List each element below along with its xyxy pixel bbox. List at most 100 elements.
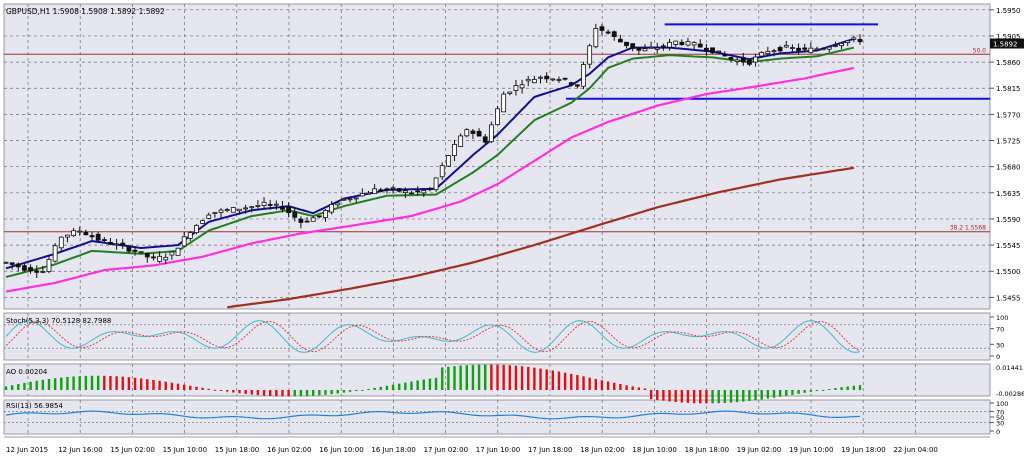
y-tick-label: 1.5455 — [996, 294, 1021, 302]
ao-bar — [256, 390, 260, 396]
candle — [525, 76, 531, 87]
candle-body — [372, 188, 378, 194]
ao-bar — [127, 377, 131, 390]
y-tick-label: 1.5815 — [996, 85, 1021, 93]
ao-bar — [656, 390, 659, 400]
ao-bar — [29, 381, 32, 390]
candle — [249, 206, 255, 213]
candle-body — [691, 42, 697, 46]
fib-level-label: 38.2 1.5568 — [950, 225, 986, 232]
candle-body — [3, 261, 9, 264]
ao-bar — [164, 381, 167, 390]
candle — [292, 207, 298, 222]
candle-body — [679, 41, 685, 46]
ao-bar — [453, 366, 456, 390]
indicator-tick-label: 100 — [996, 400, 1008, 408]
ao-bar — [434, 377, 438, 390]
candle — [654, 42, 660, 54]
candle — [531, 75, 537, 84]
candle-body — [224, 209, 230, 211]
candle — [722, 51, 728, 57]
candle — [562, 77, 568, 81]
ao-bar — [754, 390, 757, 401]
ao-bar — [692, 390, 696, 404]
candle-body — [22, 265, 27, 271]
candle — [826, 45, 832, 53]
candle — [636, 47, 642, 55]
indicator-tick-label: 100 — [996, 314, 1008, 322]
ao-bar — [23, 382, 26, 390]
candle-body — [15, 263, 21, 268]
candle — [108, 238, 113, 246]
candle-body — [642, 48, 648, 52]
candle-body — [194, 225, 199, 233]
candle — [630, 43, 636, 52]
candle-body — [230, 207, 236, 213]
candle — [402, 187, 408, 199]
candle — [52, 243, 58, 263]
candle — [660, 43, 666, 51]
candle-body — [771, 50, 777, 53]
ao-bar — [637, 387, 641, 390]
y-tick-label: 1.5545 — [996, 242, 1021, 250]
ao-bar — [735, 390, 739, 403]
candle — [704, 43, 709, 56]
candle-body — [206, 214, 212, 219]
candle-body — [304, 220, 310, 223]
candle-body — [433, 177, 439, 191]
candle-body — [673, 40, 679, 45]
ao-bar — [766, 390, 770, 399]
candle-body — [458, 135, 464, 147]
ao-bar — [557, 371, 561, 390]
ao-bar — [84, 375, 88, 390]
candle — [599, 24, 605, 36]
candle-body — [89, 235, 95, 238]
candle-body — [292, 211, 298, 218]
candle-body — [857, 39, 863, 43]
candle-body — [605, 31, 611, 34]
candle-body — [329, 204, 335, 213]
ao-bar — [797, 390, 800, 394]
ao-bar — [115, 376, 118, 390]
candle-body — [747, 59, 752, 65]
candle — [261, 197, 267, 209]
ao-bar — [219, 390, 223, 391]
candle — [771, 48, 777, 57]
ao-bar — [398, 383, 401, 390]
candle-body — [820, 48, 826, 51]
ao-bar — [680, 390, 684, 403]
ao-bar — [232, 390, 235, 393]
ao-bar — [60, 377, 63, 390]
candle — [341, 198, 347, 201]
candle-body — [624, 41, 629, 47]
candle-body — [716, 50, 722, 53]
candle — [359, 188, 365, 197]
ao-bar — [465, 365, 468, 390]
candle-body — [52, 245, 58, 262]
candle — [157, 251, 162, 263]
ao-bar — [103, 375, 106, 390]
ao-bar — [391, 384, 395, 390]
ao-bar — [281, 390, 284, 397]
ao-bar — [410, 381, 413, 390]
candle — [544, 72, 550, 83]
indicator-tick-label: 30 — [996, 341, 1004, 349]
current-price-label: 1.5892 — [993, 41, 1018, 49]
candle-body — [648, 46, 654, 49]
candle — [126, 244, 132, 254]
ao-bar — [244, 390, 247, 394]
candle-body — [427, 188, 433, 191]
ao-bar — [785, 390, 788, 396]
candle — [255, 200, 261, 210]
ao-bar — [47, 378, 51, 390]
ao-bar — [213, 389, 217, 391]
candle — [366, 190, 371, 195]
x-tick-label: 12 Jun 16:00 — [58, 446, 102, 454]
ao-bar — [348, 390, 352, 392]
candle-body — [464, 129, 470, 137]
ao-bar — [293, 390, 296, 397]
candle — [77, 226, 83, 236]
candle-body — [359, 193, 365, 197]
candle — [550, 78, 556, 82]
